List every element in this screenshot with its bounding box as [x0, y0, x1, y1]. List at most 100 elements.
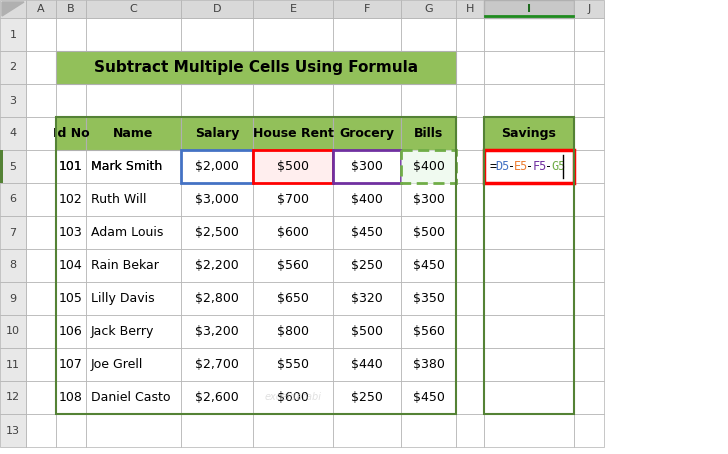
- Bar: [401, 315, 456, 348]
- Bar: [0, 249, 26, 282]
- Bar: [574, 348, 604, 381]
- Bar: [0, 414, 26, 447]
- Text: $2,800: $2,800: [195, 292, 239, 305]
- Bar: [181, 150, 253, 183]
- Bar: [86, 84, 181, 117]
- Bar: [86, 51, 181, 84]
- Bar: [401, 18, 456, 51]
- Bar: [333, 150, 401, 183]
- Bar: [456, 348, 484, 381]
- Bar: [401, 84, 456, 117]
- Text: B: B: [67, 4, 75, 14]
- Bar: [456, 0, 484, 18]
- Text: Rain Bekar: Rain Bekar: [91, 259, 159, 272]
- Text: $500: $500: [277, 160, 309, 173]
- Bar: [86, 216, 181, 249]
- Bar: [0, 315, 26, 348]
- Bar: [484, 150, 574, 183]
- Bar: [181, 183, 253, 216]
- Text: 10: 10: [6, 326, 20, 336]
- Text: -: -: [526, 160, 534, 173]
- Text: $2,000: $2,000: [195, 160, 239, 173]
- Bar: [401, 117, 456, 150]
- Bar: [484, 18, 574, 51]
- Text: D: D: [213, 4, 221, 14]
- Bar: [86, 315, 181, 348]
- Bar: [253, 150, 333, 183]
- Text: D5: D5: [495, 160, 510, 173]
- Bar: [181, 315, 253, 348]
- Text: 102: 102: [59, 193, 83, 206]
- Text: -: -: [545, 160, 552, 173]
- Bar: [56, 315, 86, 348]
- Text: $250: $250: [351, 391, 383, 404]
- Bar: [333, 414, 401, 447]
- Bar: [253, 84, 333, 117]
- Bar: [574, 0, 604, 18]
- Bar: [574, 150, 604, 183]
- Bar: [26, 249, 56, 282]
- Bar: [86, 414, 181, 447]
- Text: 12: 12: [6, 393, 20, 403]
- Bar: [333, 249, 401, 282]
- Text: $450: $450: [413, 391, 444, 404]
- Bar: [253, 18, 333, 51]
- Bar: [181, 117, 253, 150]
- Text: $2,000: $2,000: [195, 160, 239, 173]
- Bar: [253, 183, 333, 216]
- Bar: [253, 150, 333, 183]
- Bar: [56, 183, 86, 216]
- Bar: [86, 18, 181, 51]
- Bar: [484, 117, 574, 150]
- Bar: [0, 348, 26, 381]
- Text: $400: $400: [413, 160, 444, 173]
- Bar: [56, 0, 86, 18]
- Bar: [484, 117, 574, 150]
- Bar: [401, 51, 456, 84]
- Bar: [574, 249, 604, 282]
- Text: Grocery: Grocery: [339, 127, 395, 140]
- Text: $350: $350: [413, 292, 444, 305]
- Bar: [26, 315, 56, 348]
- Bar: [0, 51, 26, 84]
- Bar: [181, 348, 253, 381]
- Bar: [574, 51, 604, 84]
- Text: E5: E5: [514, 160, 528, 173]
- Text: $300: $300: [413, 193, 444, 206]
- Bar: [26, 183, 56, 216]
- Text: Daniel Casto: Daniel Casto: [91, 391, 170, 404]
- Bar: [456, 381, 484, 414]
- Bar: [0, 150, 26, 183]
- Bar: [253, 117, 333, 150]
- Bar: [333, 117, 401, 150]
- Text: $550: $550: [277, 358, 309, 371]
- Bar: [56, 414, 86, 447]
- Bar: [456, 18, 484, 51]
- Bar: [253, 117, 333, 150]
- Bar: [484, 249, 574, 282]
- Text: Bills: Bills: [414, 127, 443, 140]
- Bar: [56, 381, 86, 414]
- Text: Lilly Davis: Lilly Davis: [91, 292, 154, 305]
- Bar: [574, 381, 604, 414]
- Bar: [484, 84, 574, 117]
- Bar: [181, 0, 253, 18]
- Text: Joe Grell: Joe Grell: [91, 358, 143, 371]
- Text: 3: 3: [9, 95, 17, 105]
- Polygon shape: [2, 2, 24, 16]
- Bar: [333, 282, 401, 315]
- Bar: [574, 414, 604, 447]
- Text: Ruth Will: Ruth Will: [91, 193, 146, 206]
- Bar: [56, 84, 86, 117]
- Bar: [56, 282, 86, 315]
- Text: $600: $600: [277, 226, 309, 239]
- Bar: [574, 282, 604, 315]
- Bar: [253, 348, 333, 381]
- Text: 105: 105: [59, 292, 83, 305]
- Bar: [0, 183, 26, 216]
- Bar: [56, 150, 86, 183]
- Bar: [484, 348, 574, 381]
- Bar: [333, 150, 401, 183]
- Bar: [253, 315, 333, 348]
- Bar: [253, 216, 333, 249]
